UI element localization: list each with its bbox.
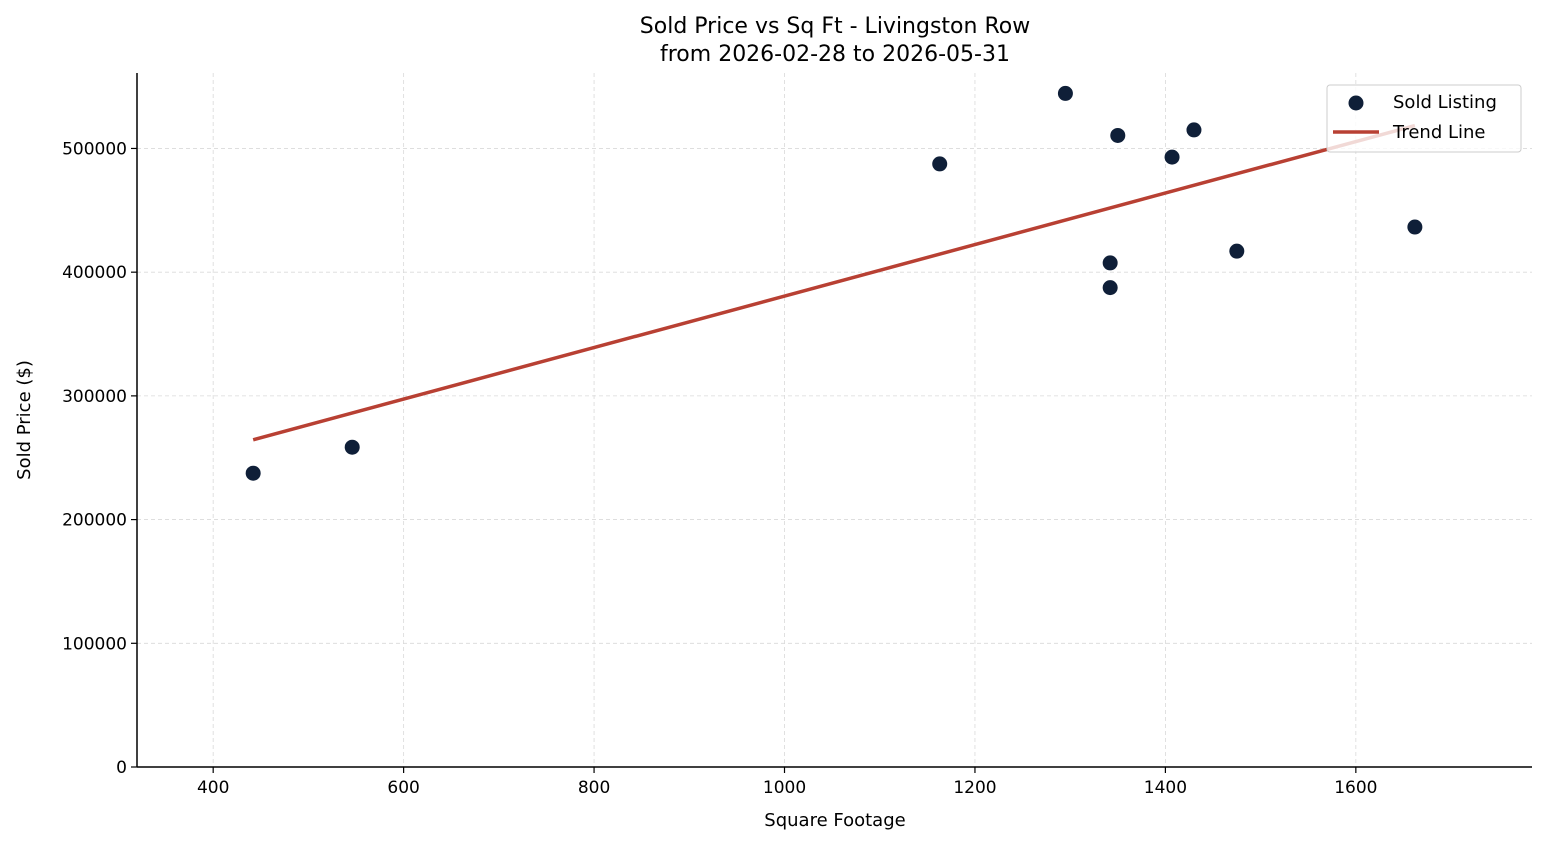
x-tick-label: 1400 — [1144, 778, 1187, 798]
x-axis-label: Square Footage — [764, 810, 905, 831]
data-point — [1110, 127, 1126, 143]
legend-label-trend-line: Trend Line — [1392, 122, 1486, 143]
legend-marker-sold-listing — [1348, 95, 1364, 111]
y-tick-label: 200000 — [62, 511, 127, 531]
data-point — [1057, 85, 1073, 101]
y-tick-label: 100000 — [62, 634, 127, 654]
data-point — [1102, 280, 1118, 296]
chart-subtitle: from 2026-02-28 to 2026-05-31 — [660, 42, 1010, 67]
legend-box — [1326, 84, 1522, 153]
data-point — [1407, 219, 1423, 235]
data-marks — [245, 85, 1423, 481]
x-tick-label: 1600 — [1334, 778, 1377, 798]
trend-line — [252, 123, 1416, 442]
y-axis-label: Sold Price ($) — [14, 360, 35, 480]
y-tick-label: 300000 — [62, 387, 127, 407]
y-tick-label: 0 — [116, 758, 127, 778]
axis-ticks: 400 600 800 1000 1200 1400 1600 0 100000 200000 30… — [62, 139, 1377, 798]
x-tick-label: 600 — [387, 778, 419, 798]
y-tick-label: 400000 — [62, 263, 127, 283]
data-point — [1164, 149, 1180, 165]
x-tick-label: 1200 — [953, 778, 996, 798]
legend: Sold Listing Trend Line — [1326, 84, 1522, 153]
data-point — [1229, 243, 1245, 259]
grid-lines — [137, 73, 1532, 767]
x-tick-label: 1000 — [763, 778, 806, 798]
data-point — [344, 439, 360, 455]
legend-label-sold-listing: Sold Listing — [1393, 92, 1497, 113]
data-point — [245, 465, 261, 481]
data-point — [1186, 122, 1202, 138]
data-point — [932, 156, 948, 172]
x-tick-label: 800 — [578, 778, 610, 798]
chart-title: Sold Price vs Sq Ft - Livingston Row — [640, 14, 1030, 39]
data-point — [1102, 255, 1118, 271]
x-tick-label: 400 — [197, 778, 229, 798]
y-tick-label: 500000 — [62, 139, 127, 159]
